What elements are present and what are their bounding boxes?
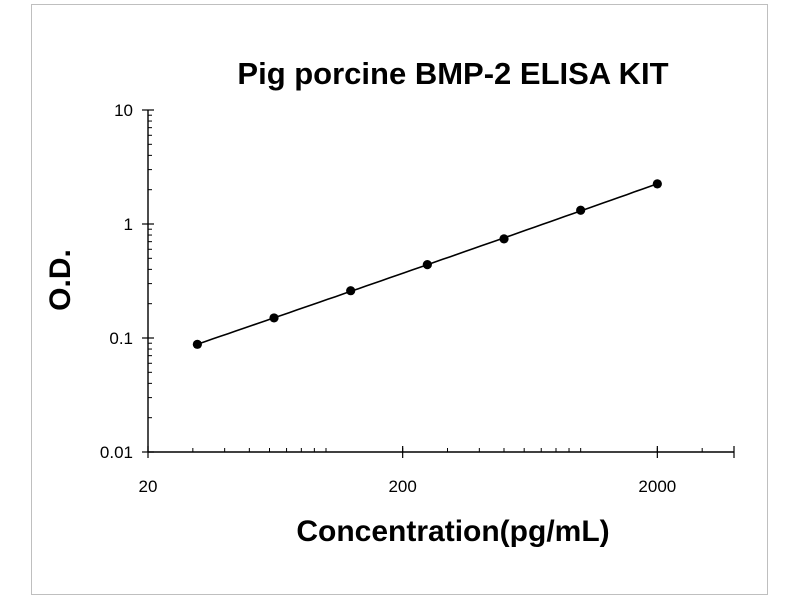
x-tick-label: 200 (388, 477, 416, 496)
y-tick-label: 10 (114, 101, 133, 120)
data-point (269, 313, 279, 323)
axes: 0.01 0.1 1 10 20 200 2000 (100, 101, 735, 496)
y-tick-label: 0.01 (100, 443, 133, 462)
data-point (499, 234, 509, 244)
x-tick-label: 2000 (638, 477, 676, 496)
y-tick-label: 0.1 (109, 329, 133, 348)
x-tick-label: 20 (139, 477, 158, 496)
data-point (652, 179, 662, 189)
x-axis-title: Concentration(pg/mL) (296, 515, 609, 548)
data-point-layer (192, 179, 662, 349)
data-point (422, 260, 432, 270)
data-point (346, 286, 356, 296)
y-tick-label: 1 (124, 215, 133, 234)
data-point (576, 205, 586, 215)
data-point (192, 339, 202, 349)
chart-title: Pig porcine BMP-2 ELISA KIT (237, 56, 668, 91)
chart-frame (31, 4, 768, 595)
y-axis-title: O.D. (44, 249, 77, 311)
